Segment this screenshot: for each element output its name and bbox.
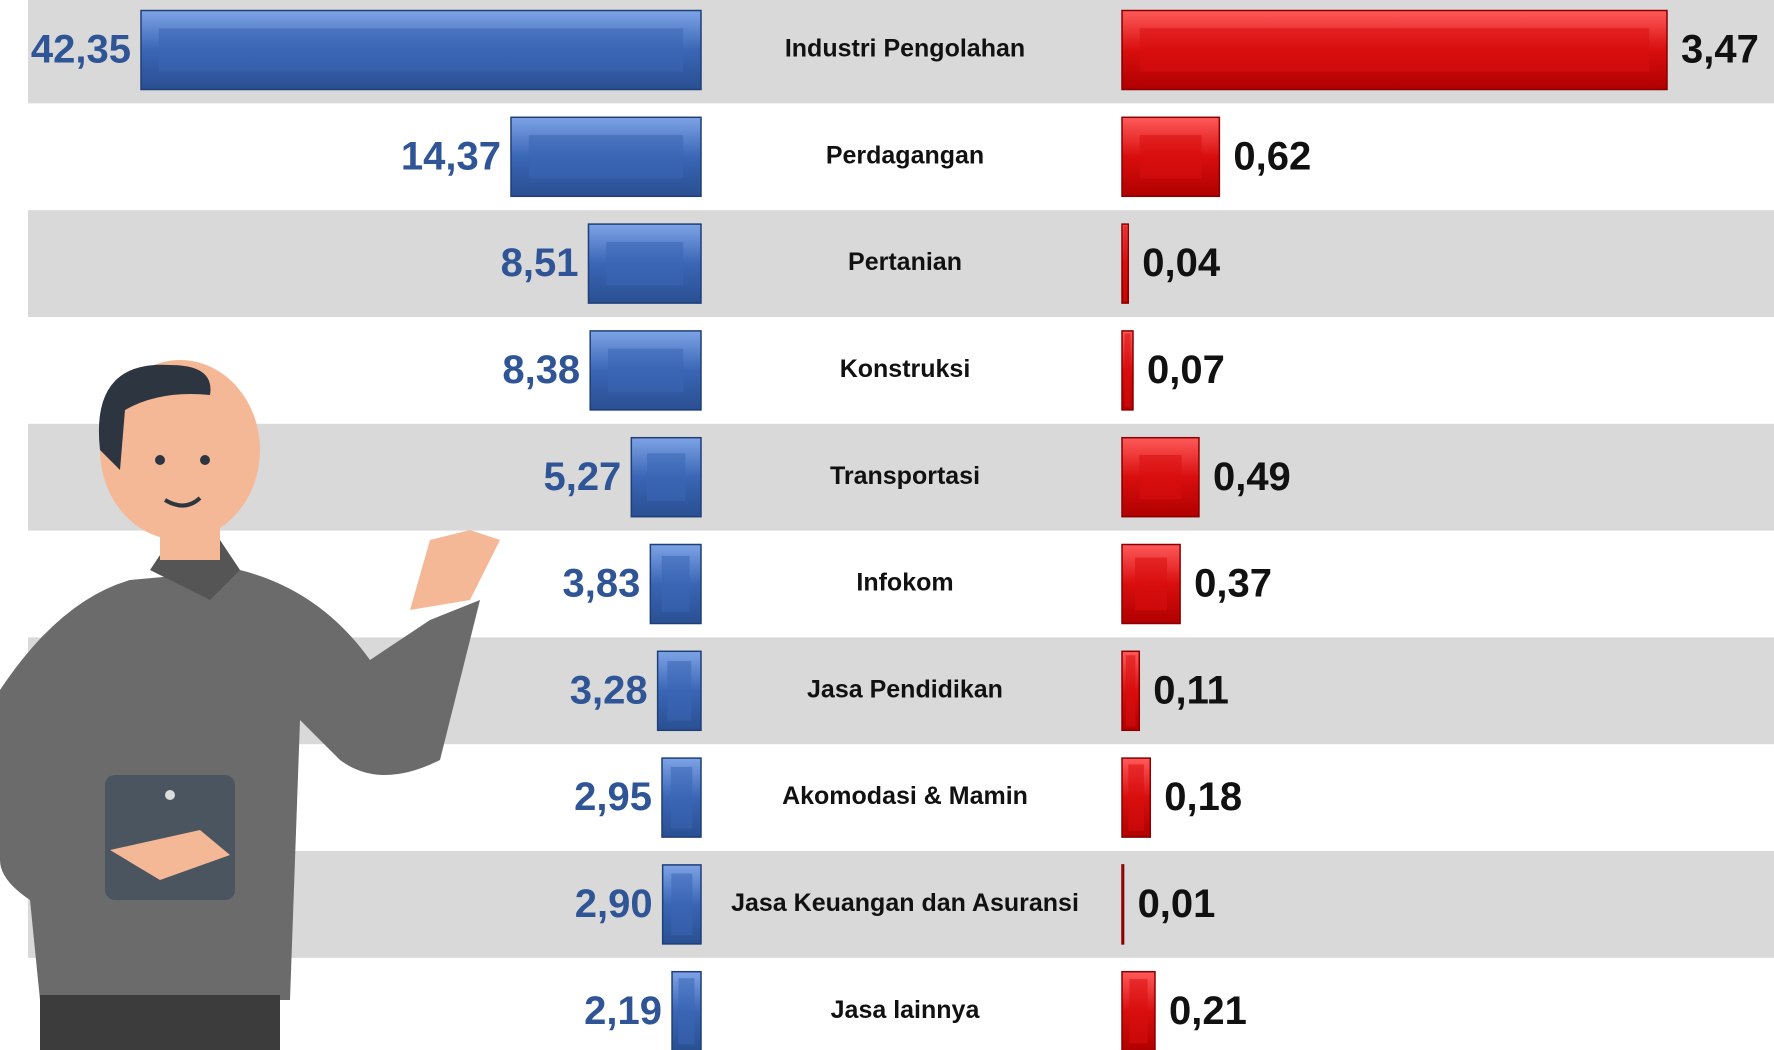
value-label: 2,90 xyxy=(575,882,653,926)
category-label: Infokom xyxy=(856,569,953,597)
bar-bevel xyxy=(607,348,684,393)
bar-bevel xyxy=(1123,225,1127,302)
value-label: 3,28 xyxy=(570,668,648,712)
bar-bevel xyxy=(1128,764,1144,831)
bar-bevel xyxy=(1139,28,1650,72)
row-band xyxy=(28,851,1774,958)
value-label: 0,18 xyxy=(1164,775,1242,819)
value-label: 0,21 xyxy=(1169,989,1247,1033)
row-band xyxy=(28,210,1774,317)
value-label: 0,04 xyxy=(1142,241,1221,285)
category-label: Jasa Keuangan dan Asuransi xyxy=(731,889,1079,917)
value-label: 0,49 xyxy=(1213,455,1291,499)
bar-bevel xyxy=(1124,333,1131,408)
bar-bevel xyxy=(646,453,686,502)
value-label: 3,83 xyxy=(562,562,640,606)
bar-bevel xyxy=(667,661,692,721)
category-label: Konstruksi xyxy=(840,355,971,383)
value-label: 0,62 xyxy=(1233,134,1311,178)
bar-bevel xyxy=(670,766,693,829)
category-label: Jasa Pendidikan xyxy=(807,675,1003,703)
marks: Industri Pengolahan 42,35 3,47 Perdagangan 1… xyxy=(31,9,1759,1050)
category-label: Pertanian xyxy=(848,248,962,276)
bar-bevel xyxy=(1129,979,1148,1044)
category-label: Transportasi xyxy=(830,462,980,490)
value-label: 0,01 xyxy=(1138,882,1216,926)
value-label: 5,27 xyxy=(543,455,621,499)
bar-bevel xyxy=(1139,135,1202,179)
category-label: Akomodasi & Mamin xyxy=(782,782,1028,810)
bar-bevel xyxy=(1135,557,1168,611)
value-label: 8,51 xyxy=(501,241,579,285)
value-label: 3,47 xyxy=(1681,28,1759,72)
bar-bevel xyxy=(661,555,690,613)
bar-bevel xyxy=(528,135,684,179)
person-illustration xyxy=(0,360,500,1050)
bar-bevel xyxy=(158,28,684,72)
value-label: 42,35 xyxy=(31,28,131,72)
value-label: 14,37 xyxy=(401,134,501,178)
value-label: 0,07 xyxy=(1147,348,1225,392)
value-label: 2,19 xyxy=(584,989,662,1033)
bar-bevel xyxy=(1139,455,1182,500)
bar-bevel xyxy=(1125,655,1136,727)
row-bands xyxy=(28,0,1774,958)
bar-bevel xyxy=(606,241,684,286)
value-label: 0,11 xyxy=(1153,668,1229,712)
bar xyxy=(1121,864,1125,945)
category-label: Jasa lainnya xyxy=(831,996,981,1024)
category-label: Industri Pengolahan xyxy=(785,35,1025,63)
category-label: Perdagangan xyxy=(826,141,984,169)
bar-bevel xyxy=(678,978,695,1045)
value-label: 0,37 xyxy=(1194,562,1272,606)
value-label: 8,38 xyxy=(502,348,580,392)
value-label: 2,95 xyxy=(574,775,652,819)
bar-bevel xyxy=(671,873,693,936)
row-band xyxy=(28,423,1774,531)
